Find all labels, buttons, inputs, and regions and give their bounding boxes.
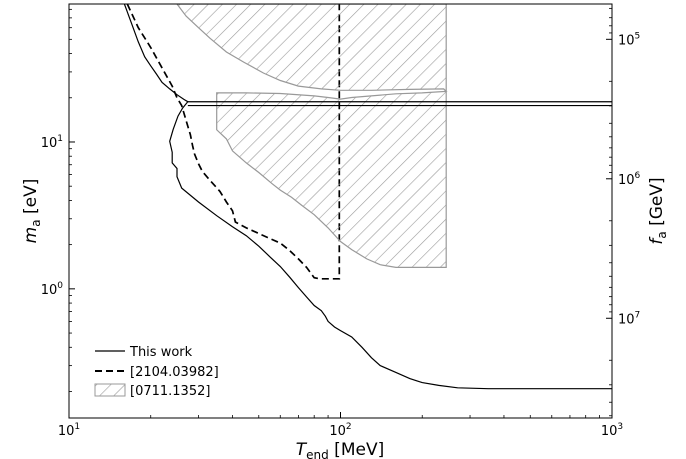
y2-label-sub: a [655, 231, 669, 238]
series-layer [123, 4, 612, 390]
svg-text:Tend [MeV]: Tend [MeV] [296, 440, 384, 459]
x-tick-label: 102 [329, 422, 351, 439]
y2-tick-label: 107 [618, 310, 640, 327]
y2-axis-label: fa [GeV] [647, 177, 669, 244]
y2-label-main: f [647, 236, 667, 245]
y-tick-label: 101 [41, 134, 63, 151]
legend: This work [2104.03982] [0711.1352] [94, 345, 219, 399]
y-label-sub: a [29, 219, 43, 226]
series-0711-1352 [176, 4, 448, 268]
x-tick-label: 103 [601, 422, 623, 439]
y-axis-label: ma [eV] [21, 179, 43, 244]
x-label-sub: end [306, 448, 329, 459]
x-label-main: T [296, 440, 308, 459]
legend-label-0711: [0711.1352] [130, 384, 210, 399]
y-label-main: m [21, 227, 41, 244]
svg-text:fa [GeV]: fa [GeV] [647, 177, 669, 244]
legend-label-2104: [2104.03982] [130, 365, 219, 380]
y2-tick-label: 105 [618, 31, 640, 48]
x-axis-label: Tend [MeV] [296, 440, 384, 459]
y-label-unit: [eV] [21, 179, 41, 220]
y-tick-label: 100 [41, 281, 64, 298]
y2-tick-label: 106 [618, 171, 641, 188]
legend-label-this-work: This work [129, 345, 193, 360]
legend-swatch-0711 [94, 383, 126, 397]
x-label-unit: [MeV] [329, 440, 384, 459]
x-tick-label: 101 [58, 422, 80, 439]
svg-text:ma [eV]: ma [eV] [21, 179, 43, 244]
y2-label-unit: [GeV] [647, 177, 667, 231]
axes-layer: 101 102 103 100 101 105 106 107 [41, 7, 641, 439]
series-2104-03982 [126, 4, 341, 280]
